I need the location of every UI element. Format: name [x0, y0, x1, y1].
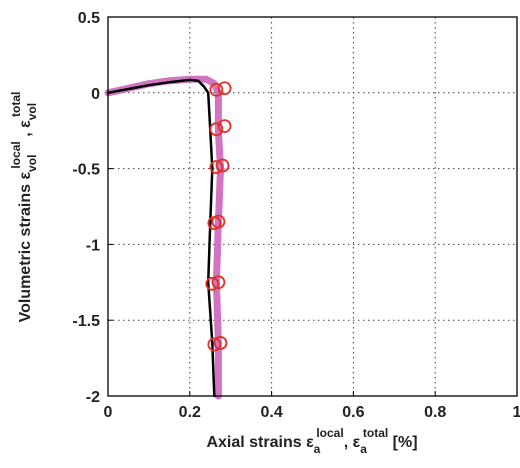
data-point-marker	[209, 82, 224, 97]
x-tick-label: 0.2	[179, 404, 201, 421]
x-tick-label: 0.4	[260, 404, 282, 421]
data-point-marker	[217, 81, 232, 96]
data-point-marker	[213, 336, 228, 350]
y-tick-labels: -2 -1.5 -1 -0.5 0 0.5	[72, 10, 113, 406]
x-axis-label: Axial strains εalocal, εatotal [%]	[206, 426, 417, 456]
y-tick-label: 0.5	[78, 10, 100, 27]
x-tick-label: 0.6	[342, 404, 364, 421]
y-axis-label: Volumetric strains εvollocal , εvoltotal	[9, 92, 39, 323]
x-tick-label: 1	[513, 404, 520, 421]
plot-frame	[107, 16, 518, 397]
data-point-marker	[207, 337, 222, 352]
x-tick-label: 0	[104, 404, 113, 421]
x-tick-labels: 0 0.2 0.4 0.6 0.8 1	[104, 391, 520, 421]
y-tick-label: -0.5	[72, 162, 100, 179]
data-point-marker	[211, 214, 226, 229]
marker-layer	[205, 81, 232, 352]
series-layer	[104, 75, 224, 400]
grid	[108, 17, 517, 396]
data-point-marker	[209, 122, 224, 137]
data-point-marker	[211, 275, 226, 290]
data-point-marker	[217, 119, 232, 134]
data-point-marker	[205, 276, 220, 291]
x-tick-label: 0.8	[424, 404, 446, 421]
y-tick-label: -2	[86, 389, 100, 406]
series-line	[106, 78, 216, 398]
y-tick-label: 0	[91, 86, 100, 103]
data-point-marker	[209, 160, 224, 174]
y-tick-label: -1	[86, 237, 100, 254]
y-tick-label: -1.5	[72, 313, 100, 330]
data-point-marker	[215, 158, 230, 173]
series-line	[104, 75, 224, 400]
